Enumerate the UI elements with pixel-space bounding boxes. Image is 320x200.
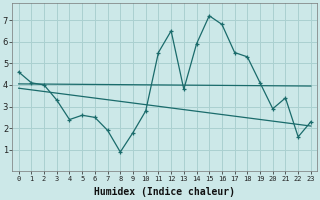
X-axis label: Humidex (Indice chaleur): Humidex (Indice chaleur) (94, 187, 235, 197)
